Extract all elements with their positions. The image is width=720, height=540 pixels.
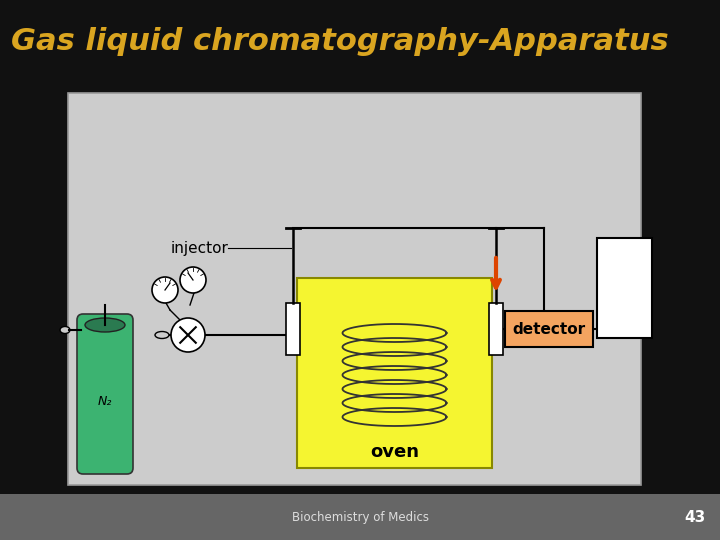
Bar	[505, 311, 593, 347]
Bar	[0, 494, 720, 540]
Ellipse shape	[85, 318, 125, 332]
FancyBboxPatch shape	[77, 314, 133, 474]
Bar	[297, 278, 492, 468]
Text: Biochemistry of Medics: Biochemistry of Medics	[292, 510, 428, 523]
Bar	[597, 238, 652, 338]
Text: Gas liquid chromatography-Apparatus: Gas liquid chromatography-Apparatus	[12, 28, 669, 57]
Bar	[286, 303, 300, 355]
Ellipse shape	[60, 327, 70, 334]
Ellipse shape	[155, 332, 169, 339]
Text: detector: detector	[513, 321, 585, 336]
Circle shape	[180, 267, 206, 293]
Text: injector: injector	[170, 240, 228, 255]
Circle shape	[152, 277, 178, 303]
Bar	[68, 93, 641, 485]
Text: N₂: N₂	[98, 395, 112, 408]
Text: 43: 43	[685, 510, 706, 524]
Circle shape	[171, 318, 205, 352]
Bar	[489, 303, 503, 355]
Text: oven: oven	[370, 443, 419, 461]
